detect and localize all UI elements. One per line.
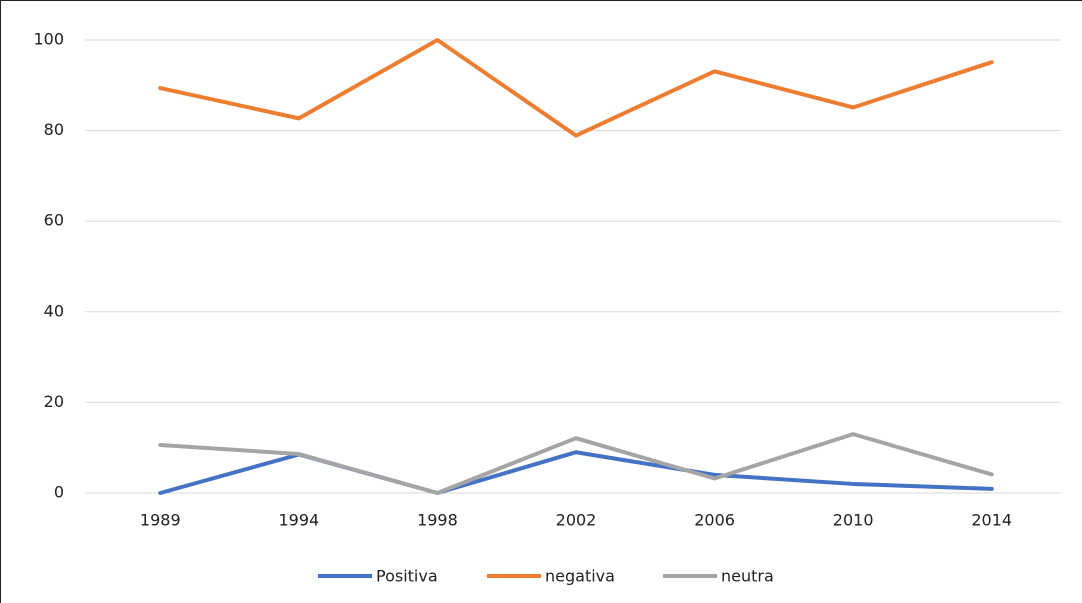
x-tick-label: 2010 xyxy=(833,511,874,530)
x-tick-label: 2002 xyxy=(556,511,597,530)
x-tick-label: 2006 xyxy=(694,511,735,530)
y-tick-label: 0 xyxy=(54,483,64,502)
x-tick-label: 1998 xyxy=(417,511,458,530)
legend-label: negativa xyxy=(545,567,615,586)
series-line xyxy=(158,450,994,495)
y-tick-label: 40 xyxy=(44,301,64,320)
x-tick-label: 2014 xyxy=(971,511,1012,530)
y-tick-label: 60 xyxy=(44,211,64,230)
x-tick-label: 1989 xyxy=(140,511,181,530)
x-tick-label: 1994 xyxy=(278,511,319,530)
series-line xyxy=(158,38,994,138)
series-line xyxy=(158,432,994,495)
legend-label: Positiva xyxy=(376,567,438,586)
y-tick-label: 20 xyxy=(44,392,64,411)
y-tick-label: 100 xyxy=(33,30,64,49)
legend-label: neutra xyxy=(721,567,774,586)
y-tick-label: 80 xyxy=(44,120,64,139)
